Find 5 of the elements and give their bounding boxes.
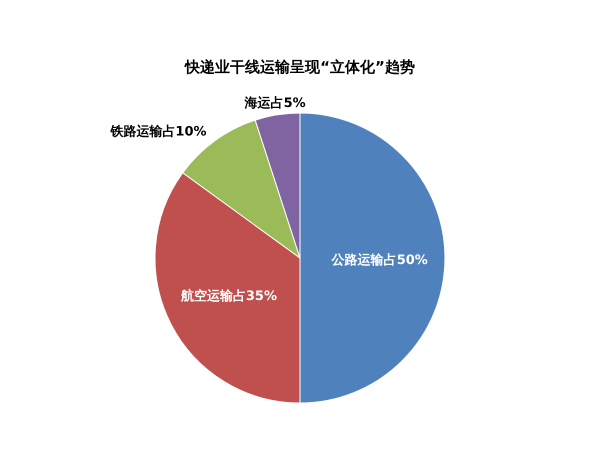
slice-label: 公路运输占50% (330, 252, 428, 268)
slice-label: 海运占5% (244, 94, 306, 111)
slice-label: 航空运输占35% (180, 288, 278, 304)
chart-title: 快递业干线运输呈现“立体化”趋势 (184, 58, 415, 76)
slice-label: 铁路运输占10% (109, 123, 207, 140)
